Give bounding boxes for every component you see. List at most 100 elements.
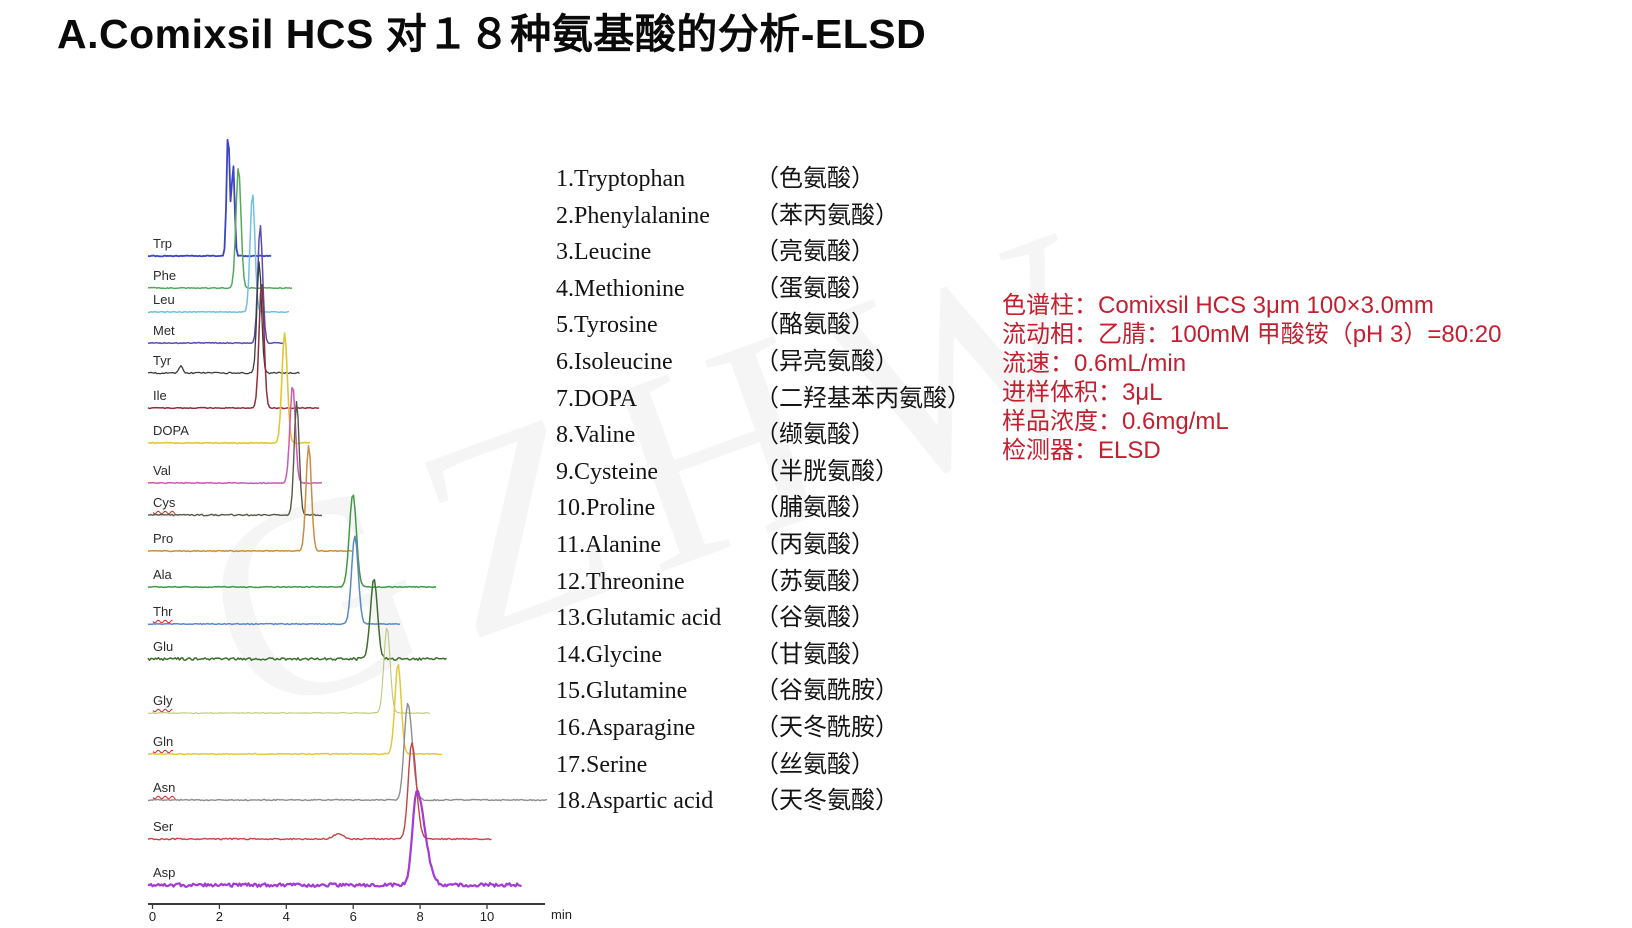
amino-acid-name-en: 12.Threonine — [556, 568, 685, 595]
amino-acid-name-zh: （酪氨酸） — [755, 312, 875, 339]
trace-val — [147, 386, 323, 485]
amino-acid-name-zh: （谷氨酸） — [755, 605, 875, 632]
trace-ser — [147, 742, 492, 841]
amino-acid-name-zh: （天冬氨酸） — [755, 788, 899, 815]
amino-acid-row-17: 17.Serine （丝氨酸） — [556, 750, 875, 780]
trace-label-ala: Ala — [153, 567, 172, 582]
amino-acid-row-10: 10.Proline （脯氨酸） — [556, 493, 875, 523]
trace-met — [147, 225, 284, 345]
amino-acid-name-en: 10.Proline — [556, 495, 656, 522]
trace-asp — [147, 789, 522, 888]
trace-cys — [147, 400, 323, 517]
amino-acid-name-en: 7.DOPA — [556, 385, 638, 412]
x-axis-tick-label: 6 — [350, 909, 357, 924]
amino-acid-name-en: 14.Glycine — [556, 641, 662, 668]
amino-acid-row-4: 4.Methionine （蛋氨酸） — [556, 274, 875, 304]
condition-line-4: 进样体积：3μL — [1002, 379, 1163, 406]
amino-acid-row-2: 2.Phenylalanine （苯丙氨酸） — [556, 201, 899, 231]
trace-label-asp: Asp — [153, 865, 176, 880]
x-axis: 0 2 4 6 8 10 min — [148, 903, 572, 924]
trace-tyr — [147, 261, 300, 375]
amino-acid-name-zh: （丙氨酸） — [755, 532, 875, 558]
amino-acid-name-en: 15.Glutamine — [556, 678, 688, 705]
amino-acid-name-en: 11.Alanine — [556, 532, 662, 558]
amino-acid-row-13: 13.Glutamic acid （谷氨酸） — [556, 603, 875, 633]
trace-trp — [147, 138, 272, 258]
x-axis-tick-label: 8 — [416, 909, 423, 924]
trace-label-gly: Gly — [153, 693, 173, 708]
amino-acid-row-9: 9.Cysteine （半胱氨酸） — [556, 457, 899, 487]
condition-line-1: 色谱柱：Comixsil HCS 3μm 100×3.0mm — [1002, 292, 1434, 319]
amino-acid-row-6: 6.Isoleucine （异亮氨酸） — [556, 347, 899, 377]
trace-label-thr: Thr — [153, 604, 173, 619]
trace-pro — [147, 445, 353, 553]
amino-acid-name-en: 18.Aspartic acid — [556, 788, 714, 815]
amino-acid-name-en: 1.Tryptophan — [556, 166, 686, 192]
amino-acid-name-zh: （缬氨酸） — [755, 422, 875, 449]
amino-acid-name-zh: （二羟基苯丙氨酸） — [755, 385, 971, 412]
trace-gly — [147, 627, 431, 714]
amino-acid-row-1: 1.Tryptophan （色氨酸） — [556, 164, 875, 194]
trace-asn — [148, 702, 548, 802]
trace-label-asn: Asn — [153, 780, 176, 795]
condition-line-6: 检测器：ELSD — [1002, 437, 1161, 464]
amino-acid-row-7: 7.DOPA （二羟基苯丙氨酸） — [556, 384, 971, 414]
amino-acid-name-en: 8.Valine — [556, 422, 636, 449]
amino-acid-name-zh: （色氨酸） — [755, 166, 875, 192]
amino-acid-name-zh: （谷氨酰胺） — [755, 678, 899, 705]
trace-label-pro: Pro — [153, 531, 174, 546]
amino-acid-name-zh: （半胱氨酸） — [755, 458, 899, 485]
x-axis-tick-label: 4 — [283, 909, 290, 924]
amino-acid-row-16: 16.Asparagine （天冬酰胺） — [556, 713, 899, 743]
amino-acid-row-12: 12.Threonine （苏氨酸） — [556, 567, 875, 597]
amino-acid-row-3: 3.Leucine （亮氨酸） — [556, 237, 875, 267]
condition-line-2: 流动相：乙腈：100mM 甲酸铵（pH 3）=80:20 — [1002, 321, 1502, 348]
amino-acid-name-en: 6.Isoleucine — [556, 349, 673, 375]
trace-label-ser: Ser — [153, 819, 174, 834]
amino-acid-name-zh: （脯氨酸） — [755, 495, 875, 522]
trace-thr — [147, 535, 401, 626]
condition-line-5: 样品浓度：0.6mg/mL — [1002, 408, 1229, 435]
amino-acid-row-14: 14.Glycine （甘氨酸） — [556, 640, 875, 670]
trace-label-leu: Leu — [153, 292, 175, 307]
amino-acid-name-en: 16.Asparagine — [556, 715, 696, 741]
amino-acid-name-zh: （甘氨酸） — [755, 641, 875, 668]
x-axis-unit-label: min — [551, 907, 572, 922]
trace-label-dopa: DOPA — [153, 423, 189, 438]
trace-label-glu: Glu — [153, 639, 174, 654]
amino-acid-name-zh: （丝氨酸） — [755, 751, 875, 778]
x-axis-tick-label: 2 — [216, 909, 223, 924]
amino-acid-name-zh: （亮氨酸） — [755, 239, 875, 266]
trace-ala — [147, 494, 437, 589]
amino-acid-list: 1.Tryptophan （色氨酸） 2.Phenylalanine （苯丙氨酸） 3.… — [556, 164, 1016, 864]
trace-label-val: Val — [153, 463, 171, 478]
amino-acid-row-5: 5.Tyrosine （酪氨酸） — [556, 310, 875, 340]
amino-acid-name-en: 17.Serine — [556, 751, 648, 778]
analysis-conditions: 色谱柱：Comixsil HCS 3μm 100×3.0mm 流动相：乙腈：100… — [1002, 291, 1501, 465]
trace-label-cys: Cys — [153, 495, 176, 510]
x-axis-tick-label: 10 — [480, 909, 494, 924]
amino-acid-name-en: 9.Cysteine — [556, 458, 658, 485]
amino-acid-name-en: 3.Leucine — [556, 239, 652, 266]
amino-acid-name-zh: （天冬酰胺） — [755, 715, 899, 741]
trace-glu — [147, 578, 447, 662]
trace-phe — [147, 168, 293, 290]
amino-acid-row-8: 8.Valine （缬氨酸） — [556, 420, 875, 450]
amino-acid-name-en: 2.Phenylalanine — [556, 202, 710, 229]
page-title: A.Comixsil HCS 对１８种氨基酸的分析-ELSD — [57, 11, 927, 57]
amino-acid-row-18: 18.Aspartic acid （天冬氨酸） — [556, 786, 899, 816]
trace-label-trp: Trp — [153, 236, 173, 251]
condition-line-3: 流速：0.6mL/min — [1002, 350, 1187, 377]
trace-label-tyr: Tyr — [153, 353, 172, 368]
amino-acid-name-zh: （苏氨酸） — [755, 568, 875, 595]
amino-acid-row-11: 11.Alanine （丙氨酸） — [556, 530, 875, 560]
trace-leu — [147, 194, 290, 314]
trace-label-phe: Phe — [153, 268, 177, 283]
amino-acid-name-zh: （蛋氨酸） — [755, 275, 875, 302]
amino-acid-name-en: 5.Tyrosine — [556, 312, 658, 339]
amino-acid-name-en: 13.Glutamic acid — [556, 605, 722, 632]
amino-acid-name-en: 4.Methionine — [556, 275, 685, 302]
